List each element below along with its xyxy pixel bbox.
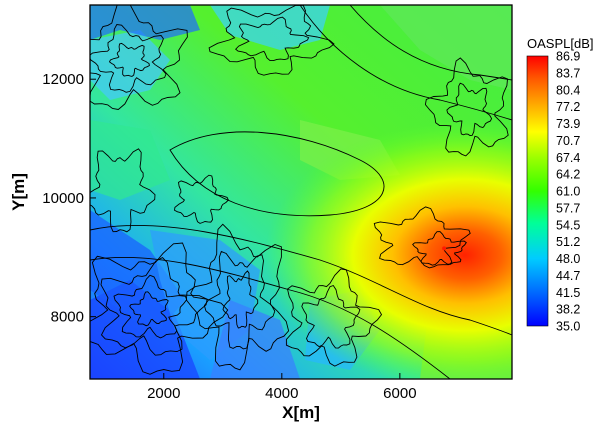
legend-level-label: 54.5 (556, 218, 580, 232)
contour-line (129, 291, 169, 327)
contour-line (90, 5, 188, 110)
contour-line (424, 57, 509, 157)
contour-line (203, 250, 276, 350)
color-legend: OASPL[dB] 86.9 83.7 80.4 77.2 73.9 70.7 67.4 64… (526, 36, 593, 334)
contour-line (100, 257, 208, 356)
contour-line (349, 5, 512, 81)
contour-line (90, 148, 156, 233)
legend-level-label: 86.9 (556, 50, 580, 64)
legend-level-label: 80.4 (556, 83, 580, 97)
contour-line (222, 270, 259, 329)
x-tick-label: 4000 (265, 385, 298, 402)
legend-level-label: 57.7 (556, 201, 580, 215)
legend-level-label: 73.9 (556, 117, 580, 131)
contour-line (113, 274, 188, 339)
field-patch (90, 120, 170, 200)
plot-frame (89, 4, 513, 380)
y-axis-title: Y[m] (9, 173, 28, 211)
contour-line (90, 24, 167, 93)
y-tick-label: 10000 (42, 190, 84, 207)
field-patch (380, 5, 512, 90)
legend-title: OASPL[dB] (527, 36, 593, 51)
contour-line (412, 231, 467, 266)
x-axis: 2000 4000 6000 (147, 373, 417, 402)
field-patch (210, 300, 300, 379)
contour-line (90, 225, 512, 336)
legend-color-bar (526, 55, 549, 327)
field-patch (90, 210, 185, 330)
legend-labels: 86.9 83.7 80.4 77.2 73.9 70.7 67.4 64.2 61.0 57.7… (556, 50, 580, 334)
legend-level-label: 48.0 (556, 252, 580, 266)
x-axis-title: X[m] (282, 403, 320, 422)
contour-line (299, 5, 512, 121)
legend-level-label: 35.0 (556, 320, 580, 334)
x-tick-label: 6000 (383, 385, 416, 402)
y-tick-label: 12000 (42, 71, 84, 88)
source-point (442, 246, 447, 251)
x-tick-label: 2000 (147, 385, 180, 402)
contour-line (90, 256, 451, 379)
legend-level-label: 70.7 (556, 134, 580, 148)
contour-line (90, 242, 229, 375)
contour-line (169, 131, 385, 217)
source-hotspot (265, 120, 512, 379)
legend-level-label: 38.2 (556, 303, 580, 317)
legend-level-label: 83.7 (556, 66, 580, 80)
field-patch (210, 5, 330, 50)
legend-level-label: 77.2 (556, 100, 580, 114)
legend-level-label: 44.7 (556, 269, 580, 283)
contour-line (108, 42, 150, 77)
contour-line (174, 174, 229, 224)
contour-line (235, 16, 310, 62)
legend-level-label: 67.4 (556, 151, 580, 165)
legend-level-label: 41.5 (556, 286, 580, 300)
y-axis: 8000 10000 12000 (42, 71, 96, 326)
contour-line (185, 223, 290, 371)
legend-level-label: 64.2 (556, 168, 580, 182)
plot-area (90, 5, 512, 379)
legend-level-label: 51.2 (556, 235, 580, 249)
contour-line (285, 268, 383, 367)
terrain-contour-lines (90, 5, 512, 379)
legend-level-label: 61.0 (556, 185, 580, 199)
y-tick-label: 8000 (51, 309, 84, 326)
contour-line (373, 206, 471, 269)
contour-line (446, 82, 493, 136)
contour-line (301, 284, 361, 349)
